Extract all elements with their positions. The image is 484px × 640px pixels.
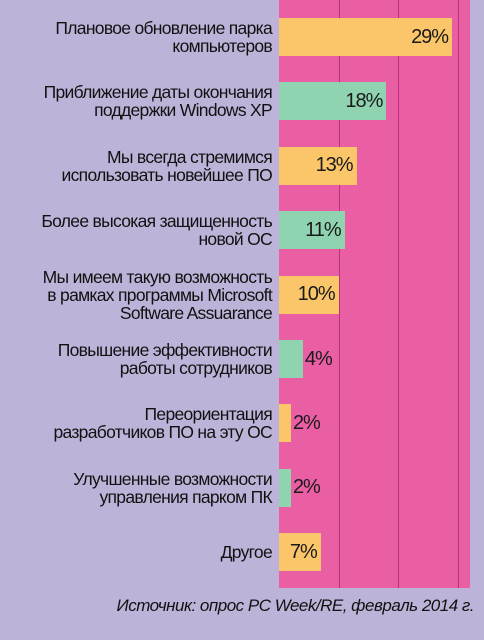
category-label: Мы имеем такую возможность в рамках прогр… (4, 266, 273, 323)
bar: 4% (279, 340, 333, 378)
bar-value-label: 4% (304, 347, 333, 370)
category-label-line: Мы имеем такую возможность (42, 266, 273, 287)
category-label-line: Улучшенные возможности (73, 468, 272, 489)
gridlines (279, 0, 470, 588)
category-label-line: Мы всегда стремимся (107, 146, 273, 167)
category-label: Более высокая защищенность новой ОС (4, 212, 272, 248)
bar-value-label: 7% (289, 540, 318, 563)
category-label-line: Приближение даты окончания (43, 82, 273, 103)
category-label-line: новой ОС (198, 229, 272, 250)
category-label-line: Повышение эффективности (57, 340, 273, 360)
category-label: Плановое обновление парка компьютеров (4, 19, 272, 55)
category-label-line: компьютеров (172, 36, 272, 56)
bar-value-label: 18% (345, 89, 383, 112)
bar-value-label: 2% (292, 411, 321, 434)
bar-value-label: 10% (297, 283, 336, 306)
bar-value-label: 2% (292, 476, 321, 499)
category-label-line: работы сотрудников (119, 358, 273, 378)
bar: 10% (279, 275, 339, 314)
category-label-line: Другое (220, 542, 273, 563)
category-label: Мы всегда стремимся использовать новейшее… (4, 146, 273, 185)
category-label-line: Переориентация (144, 404, 273, 425)
category-label-line: использовать новейшее ПО (61, 164, 273, 185)
category-label: Улучшенные возможности управления парком … (4, 470, 272, 506)
bar: 2% (279, 404, 321, 443)
category-label-line: Software Assuarance (119, 302, 273, 323)
category-label-line: поддержки Windows XP (94, 100, 273, 121)
bar-value-label: 11% (305, 218, 342, 241)
bar-value-label: 29% (411, 25, 449, 48)
category-label-line: управления парком ПК (99, 486, 272, 507)
bar: 11% (279, 211, 345, 250)
bar-value-label: 13% (315, 154, 354, 177)
bar: 2% (279, 468, 321, 507)
gridline (398, 0, 399, 588)
category-label-line: разработчиков ПО на эту ОС (53, 422, 272, 443)
category-label: Повышение эффективности работы сотруднико… (4, 340, 273, 378)
category-label: Приближение даты окончания поддержки Wind… (4, 82, 273, 121)
source-note: Источник: опрос PC Week/RE, февраль 2014… (116, 596, 475, 615)
bar: 13% (279, 146, 357, 185)
bar: 29% (279, 18, 453, 56)
category-label-line: Плановое обновление парка (55, 18, 272, 38)
category-label: Переориентация разработчиков ПО на эту ОС (4, 405, 272, 441)
bar: 18% (279, 82, 387, 121)
plot-area: 29% 18% 13% 11% 10% 4% 2% 2% 7% (279, 0, 470, 588)
category-label-line: в рамках программы Microsoft (47, 284, 272, 305)
bar: 7% (279, 533, 321, 572)
category-label: Другое (4, 542, 273, 563)
gridline (339, 0, 340, 588)
category-label-line: Более высокая защищенность (41, 211, 272, 232)
gridline (458, 0, 459, 588)
